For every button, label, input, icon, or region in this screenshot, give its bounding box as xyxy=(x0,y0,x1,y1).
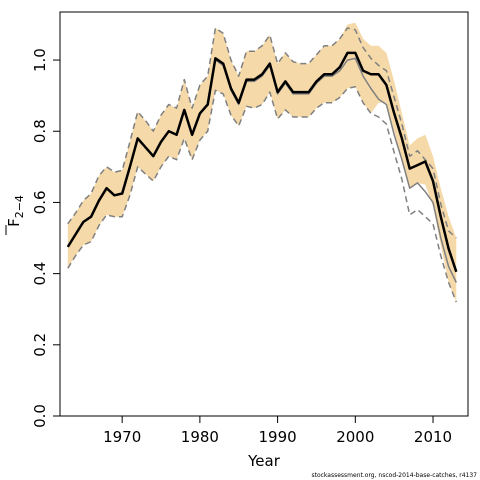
y-tick-label: 0.4 xyxy=(31,262,49,286)
y-tick-label: 1.0 xyxy=(31,48,49,72)
y-tick-label: 0.2 xyxy=(31,333,49,357)
confidence-band-area xyxy=(67,22,457,303)
y-axis-title-subscript: 2−4 xyxy=(13,195,26,218)
plot-frame xyxy=(59,11,469,417)
y-tick-label: 0.6 xyxy=(31,190,49,214)
svg-text:F2−4: F2−4 xyxy=(5,195,26,227)
series-lines xyxy=(66,27,458,303)
x-tick-label: 1980 xyxy=(181,428,219,446)
x-tick-label: 2010 xyxy=(414,428,452,446)
y-axis-title-main: F xyxy=(5,218,23,227)
series-line-lower-bound xyxy=(67,85,457,303)
x-tick-label: 1990 xyxy=(259,428,297,446)
x-tick-label: 2000 xyxy=(336,428,374,446)
y-tick-label: 0.8 xyxy=(31,119,49,143)
x-axis-title: Year xyxy=(247,452,281,470)
y-tick-label: 0.0 xyxy=(31,404,49,428)
y-axis: 0.0 0.2 0.4 0.6 0.8 1.0 xyxy=(31,48,60,428)
series-line-estimate xyxy=(66,51,458,273)
x-axis: 1970 1980 1990 2000 2010 xyxy=(103,416,452,446)
footer-note: stockassessment.org, nscod-2014-base-cat… xyxy=(311,472,477,479)
x-tick-label: 1970 xyxy=(103,428,141,446)
confidence-band xyxy=(67,22,457,303)
y-axis-title: F2−4 xyxy=(5,195,26,235)
series-line-upper-bound xyxy=(67,27,457,239)
